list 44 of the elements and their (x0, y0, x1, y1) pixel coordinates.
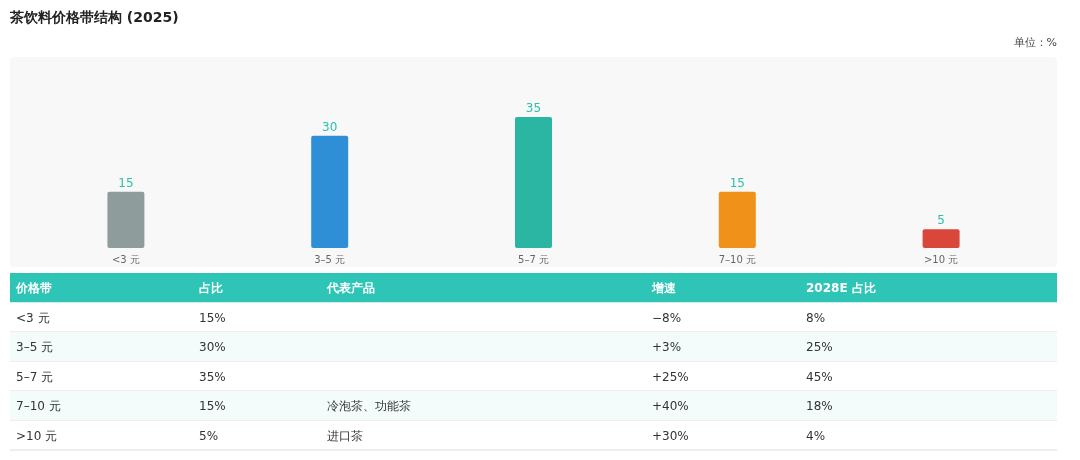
bar (107, 191, 145, 248)
data-label: 5 (937, 213, 945, 228)
text: +40% (652, 399, 689, 414)
x-tick-label: >10 元 (923, 254, 959, 265)
text: 45% (806, 369, 833, 384)
text: +3% (652, 340, 682, 355)
chart-subtitle: 单位：% (1013, 36, 1057, 49)
text: 8% (806, 310, 826, 325)
text: 25% (806, 340, 833, 355)
text: 冷泡茶、功能茶 (327, 399, 411, 414)
text: −8% (652, 310, 682, 325)
bar (718, 191, 756, 248)
text: 增速 (652, 281, 676, 296)
text: <3 元 (16, 310, 50, 325)
text: 代表产品 (327, 281, 375, 296)
chart-title: 茶饮料价格带结构 (2025) (9, 9, 179, 25)
text: +25% (652, 369, 689, 384)
text: 价格带 (16, 281, 52, 296)
text: 5–7 元 (16, 369, 54, 384)
text: 18% (806, 399, 833, 414)
bar (922, 229, 960, 248)
text: 3–5 元 (16, 340, 54, 355)
text: +30% (652, 428, 689, 443)
text: >10 元 (16, 428, 58, 443)
text: 进口茶 (327, 428, 363, 443)
x-tick-label: 7–10 元 (718, 254, 756, 265)
data-label: 15 (729, 175, 745, 190)
text: 15% (199, 399, 226, 414)
data-label: 30 (322, 119, 338, 134)
data-label: 15 (118, 175, 134, 190)
x-tick-label: 5–7 元 (518, 254, 549, 265)
text: 30% (199, 340, 226, 355)
text: 15% (199, 310, 226, 325)
x-tick-label: <3 元 (111, 254, 140, 265)
text: 4% (806, 428, 826, 443)
text: 5% (199, 428, 219, 443)
text: 2028E 占比 (806, 281, 876, 296)
bar (311, 135, 349, 248)
x-tick-label: 3–5 元 (314, 254, 346, 265)
text: 35% (199, 369, 226, 384)
text: 7–10 元 (16, 399, 61, 414)
bar (515, 117, 552, 248)
text: 占比 (199, 281, 223, 296)
data-label: 35 (525, 101, 542, 115)
